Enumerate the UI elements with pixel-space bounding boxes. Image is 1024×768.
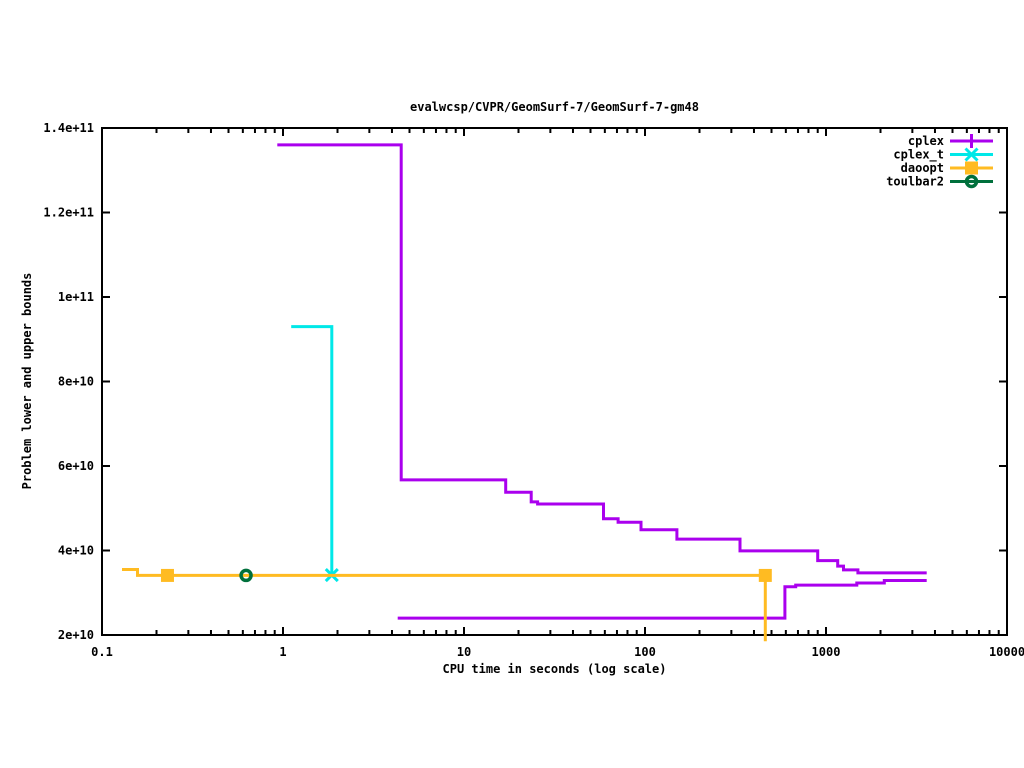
- y-tick-label: 6e+10: [58, 459, 94, 473]
- legend-daoopt-square-marker: [965, 161, 978, 175]
- y-tick-label: 1.4e+11: [43, 121, 94, 135]
- legend-label-daoopt: daoopt: [901, 161, 944, 175]
- x-axis-label: CPU time in seconds (log scale): [442, 662, 667, 676]
- legend-label-cplex_t: cplex_t: [893, 148, 944, 163]
- series-daoopt-square-marker: [160, 568, 174, 582]
- series-cplex-lower-bound-line: [397, 579, 927, 620]
- x-tick-label: 1000: [812, 645, 841, 659]
- legend-label-cplex: cplex: [908, 134, 944, 148]
- x-tick-label: 100: [634, 645, 656, 659]
- plot-border: [101, 127, 1008, 636]
- legend-label-toulbar2: toulbar2: [886, 175, 944, 189]
- y-tick-label: 8e+10: [58, 375, 94, 389]
- y-tick-label: 1e+11: [58, 290, 94, 304]
- x-tick-label: 1: [279, 645, 286, 659]
- chart-title: evalwcsp/CVPR/GeomSurf-7/GeomSurf-7-gm48: [410, 100, 699, 114]
- series-cplex_t-upper-bound-line: [291, 325, 334, 575]
- y-tick-label: 4e+10: [58, 544, 94, 558]
- y-tick-label: 1.2e+11: [43, 206, 94, 220]
- series-daoopt-square-marker: [758, 568, 772, 582]
- legend-toulbar2-circle-marker: [964, 174, 979, 189]
- x-tick-label: 0.1: [91, 645, 113, 659]
- legend-cplex_t-cross-marker: [964, 147, 979, 162]
- series-daoopt-bound-line: [122, 568, 767, 642]
- y-tick-label: 2e+10: [58, 628, 94, 642]
- x-tick-label: 10000: [989, 645, 1024, 659]
- series-cplex-upper-bound-line: [277, 143, 927, 575]
- series-toulbar2-circle-marker: [239, 568, 253, 583]
- x-tick-label: 10: [457, 645, 471, 659]
